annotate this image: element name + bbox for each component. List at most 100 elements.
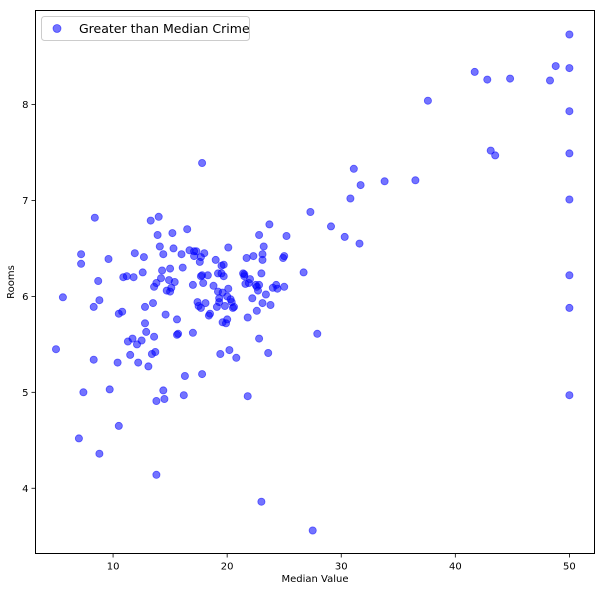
data-point — [483, 75, 492, 84]
data-point — [506, 74, 515, 83]
data-point — [144, 362, 153, 371]
data-point — [248, 294, 257, 303]
data-point — [313, 329, 322, 338]
data-point — [229, 302, 238, 311]
data-point — [266, 300, 275, 309]
data-point — [299, 268, 308, 277]
data-point — [565, 107, 574, 116]
data-point — [355, 239, 364, 248]
y-tick-label: 6 — [22, 292, 28, 303]
data-point — [159, 386, 168, 395]
data-point — [174, 329, 183, 338]
data-point — [188, 280, 197, 289]
data-point — [158, 266, 167, 275]
data-point — [128, 334, 137, 343]
data-point — [491, 151, 500, 160]
data-point — [168, 229, 177, 238]
data-point — [126, 350, 135, 359]
data-point — [258, 299, 267, 308]
data-point — [255, 230, 264, 239]
data-point — [223, 315, 232, 324]
data-point — [264, 348, 273, 357]
data-point — [156, 274, 165, 283]
data-point — [140, 319, 149, 328]
data-point — [280, 282, 289, 291]
data-point — [346, 194, 355, 203]
data-point — [52, 345, 61, 354]
data-point — [203, 271, 212, 280]
data-point — [261, 290, 270, 299]
data-point — [122, 272, 131, 281]
data-point — [114, 421, 123, 430]
data-point — [259, 242, 268, 251]
x-tick-label: 40 — [449, 562, 462, 573]
x-axis: 10 20 30 40 50 — [107, 553, 576, 573]
data-point — [265, 220, 274, 229]
data-point — [178, 263, 187, 272]
data-point — [118, 307, 127, 316]
data-point — [150, 332, 159, 341]
x-tick-label: 20 — [221, 562, 234, 573]
data-point — [151, 347, 160, 356]
data-point — [220, 301, 229, 310]
data-point — [240, 270, 249, 279]
data-point — [159, 250, 168, 259]
data-point — [243, 313, 252, 322]
data-point — [255, 280, 264, 289]
data-point — [137, 336, 146, 345]
legend: Greater than Median Crime — [41, 16, 250, 41]
data-point — [89, 355, 98, 364]
y-tick-label: 4 — [22, 484, 28, 495]
data-point — [129, 273, 138, 282]
data-point — [349, 164, 358, 173]
data-point — [183, 225, 192, 234]
data-point — [565, 271, 574, 280]
data-point — [177, 250, 186, 259]
legend-label: Greater than Median Crime — [79, 21, 250, 36]
data-point — [152, 470, 161, 479]
data-point — [565, 195, 574, 204]
data-point — [356, 181, 365, 190]
data-point — [380, 177, 389, 186]
data-point — [74, 434, 83, 443]
data-point — [89, 302, 98, 311]
plot-area — [35, 10, 595, 554]
data-point — [249, 252, 258, 261]
y-tick-label: 5 — [22, 388, 28, 399]
data-point — [201, 299, 210, 308]
data-point — [252, 306, 261, 315]
data-point — [470, 67, 479, 76]
data-point — [58, 293, 67, 302]
data-point — [199, 278, 208, 287]
data-point — [245, 275, 254, 284]
x-tick-label: 50 — [563, 562, 576, 573]
data-point — [167, 283, 176, 292]
data-point — [565, 391, 574, 400]
data-point — [79, 388, 88, 397]
data-point — [565, 64, 574, 73]
data-point — [200, 249, 209, 258]
data-point — [146, 216, 155, 225]
data-point — [113, 358, 122, 367]
data-point — [326, 222, 335, 231]
data-point — [219, 260, 228, 269]
data-point — [243, 392, 252, 401]
data-point — [134, 358, 143, 367]
y-tick-label: 7 — [22, 196, 28, 207]
data-point — [154, 212, 163, 221]
data-point — [225, 346, 234, 355]
data-point — [565, 303, 574, 312]
data-point — [95, 449, 104, 458]
y-axis-label: Rooms — [6, 265, 17, 299]
data-point — [196, 303, 205, 312]
data-point — [306, 207, 315, 216]
data-point — [257, 269, 266, 278]
data-point — [219, 272, 228, 281]
data-point — [340, 232, 349, 241]
data-point — [565, 149, 574, 158]
data-point — [94, 276, 103, 285]
legend-marker — [52, 24, 62, 33]
data-point — [258, 250, 267, 259]
data-point — [273, 284, 282, 293]
